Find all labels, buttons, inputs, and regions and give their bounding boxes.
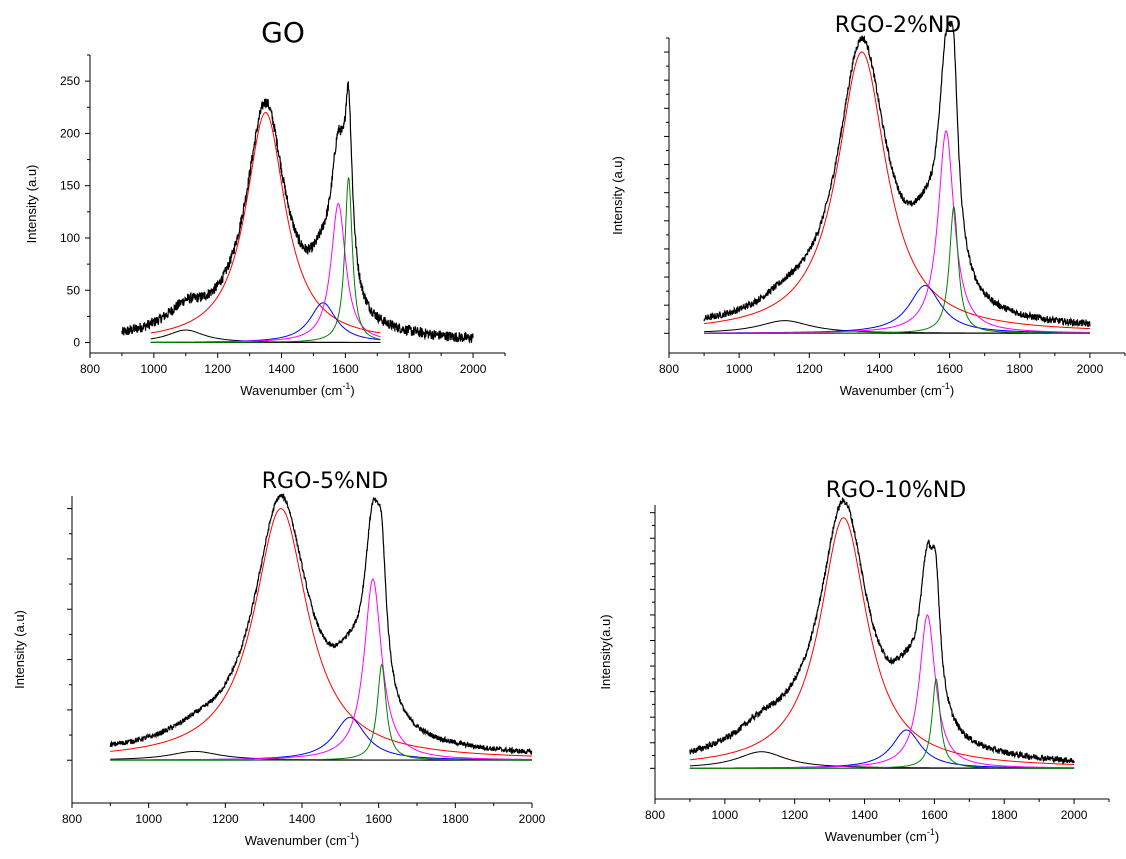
x-axis-label-text: Wavenumber (cm — [240, 383, 342, 398]
x-axis-label-sup: -1 — [927, 827, 935, 837]
x-axis-label-text: Wavenumber (cm — [825, 829, 927, 844]
y-axis-label: Intensity (a.u) — [12, 610, 27, 689]
fit-component-curve-1 — [704, 320, 1090, 334]
x-tick-label: 1000 — [140, 362, 167, 376]
chart-title: RGO-5%ND — [262, 469, 389, 494]
y-tick-label: 250 — [60, 74, 80, 88]
y-tick-label: 50 — [67, 283, 81, 297]
x-axis-label-close: ) — [355, 833, 359, 848]
x-tick-label: 2000 — [460, 362, 487, 376]
fit-component-curve-5 — [110, 663, 532, 761]
x-tick-label: 800 — [659, 362, 679, 376]
x-axis-label-close: ) — [950, 383, 954, 398]
chart-title: RGO-2%ND — [835, 13, 962, 38]
fit-component-curve-4 — [110, 578, 533, 761]
x-tick-label: 1000 — [726, 362, 753, 376]
x-tick-label: 800 — [62, 812, 82, 826]
x-axis-label: Wavenumber (cm-1) — [245, 831, 359, 848]
x-tick-label: 1800 — [991, 808, 1018, 822]
x-tick-label: 1600 — [936, 362, 963, 376]
x-tick-label: 800 — [645, 808, 665, 822]
measured-spectrum-line — [109, 492, 533, 755]
x-tick-label: 1600 — [365, 812, 392, 826]
x-axis-label-sup: -1 — [942, 381, 950, 391]
x-tick-label: 1200 — [781, 808, 808, 822]
x-tick-label: 2000 — [1061, 808, 1088, 822]
y-tick-label: 200 — [60, 126, 80, 140]
fit-component-curve-5 — [689, 678, 1075, 769]
x-tick-label: 800 — [80, 362, 100, 376]
chart-title: RGO-10%ND — [826, 478, 967, 503]
x-tick-label: 1000 — [135, 812, 162, 826]
x-tick-label: 1800 — [442, 812, 469, 826]
x-axis-label-text: Wavenumber (cm — [245, 833, 347, 848]
y-tick-label: 150 — [60, 179, 80, 193]
chart-panel-3: RGO-5%ND 800 1000 1200 1400 1600 1800 2000 Waven… — [12, 469, 546, 848]
fit-component-curve-5 — [704, 205, 1090, 334]
x-tick-label: 1800 — [396, 362, 423, 376]
x-tick-label: 1200 — [212, 812, 239, 826]
fit-component-curve-4 — [689, 614, 1075, 769]
measured-spectrum-line — [121, 81, 474, 344]
measured-spectrum-line — [703, 20, 1091, 328]
chart-title: GO — [261, 16, 305, 49]
x-axis-label-close: ) — [935, 829, 939, 844]
fit-component-curve-3 — [689, 729, 1075, 769]
measured-spectrum-line — [689, 497, 1075, 765]
x-tick-label: 2000 — [519, 812, 546, 826]
x-tick-label: 1400 — [851, 808, 878, 822]
x-axis-label: Wavenumber (cm-1) — [825, 827, 939, 844]
chart-panel-1: GO 800 1000 1200 1400 1600 1800 2000 0 50 100 150 20… — [24, 16, 506, 398]
x-tick-label: 1600 — [332, 362, 359, 376]
y-axis-label: Intensity(a.u) — [598, 614, 613, 689]
x-axis-label: Wavenumber (cm-1) — [840, 381, 954, 398]
x-tick-label: 2000 — [1077, 362, 1104, 376]
x-tick-label: 1800 — [1006, 362, 1033, 376]
y-tick-label: 100 — [60, 231, 80, 245]
fit-component-curve-5 — [150, 177, 381, 343]
y-axis-label: Intensity (a.u) — [610, 156, 625, 235]
x-axis-label-text: Wavenumber (cm — [840, 383, 942, 398]
fit-component-curve-2 — [704, 51, 1090, 330]
chart-panel-2: RGO-2%ND 800 1000 1200 1400 1600 1800 2000 Waven… — [610, 13, 1126, 398]
x-axis-label: Wavenumber (cm-1) — [240, 381, 354, 398]
x-tick-label: 1200 — [204, 362, 231, 376]
chart-panel-4: RGO-10%ND 800 1000 1200 1400 1600 1800 2000 Wave… — [598, 478, 1110, 844]
x-tick-label: 1200 — [796, 362, 823, 376]
y-tick-label: 0 — [73, 336, 80, 350]
x-axis-label-sup: -1 — [347, 831, 355, 841]
fit-component-curve-2 — [150, 111, 381, 334]
fit-component-curve-4 — [704, 129, 1090, 334]
x-tick-label: 1400 — [866, 362, 893, 376]
x-tick-label: 1000 — [711, 808, 738, 822]
x-tick-label: 1400 — [289, 812, 316, 826]
fit-component-curve-2 — [689, 517, 1075, 765]
fit-component-curve-2 — [110, 508, 533, 757]
y-axis-label: Intensity (a.u) — [24, 165, 39, 244]
x-axis-label-close: ) — [350, 383, 354, 398]
fit-component-curve-3 — [150, 302, 381, 343]
x-axis-label-sup: -1 — [342, 381, 350, 391]
x-tick-label: 1400 — [268, 362, 295, 376]
x-tick-label: 1600 — [921, 808, 948, 822]
